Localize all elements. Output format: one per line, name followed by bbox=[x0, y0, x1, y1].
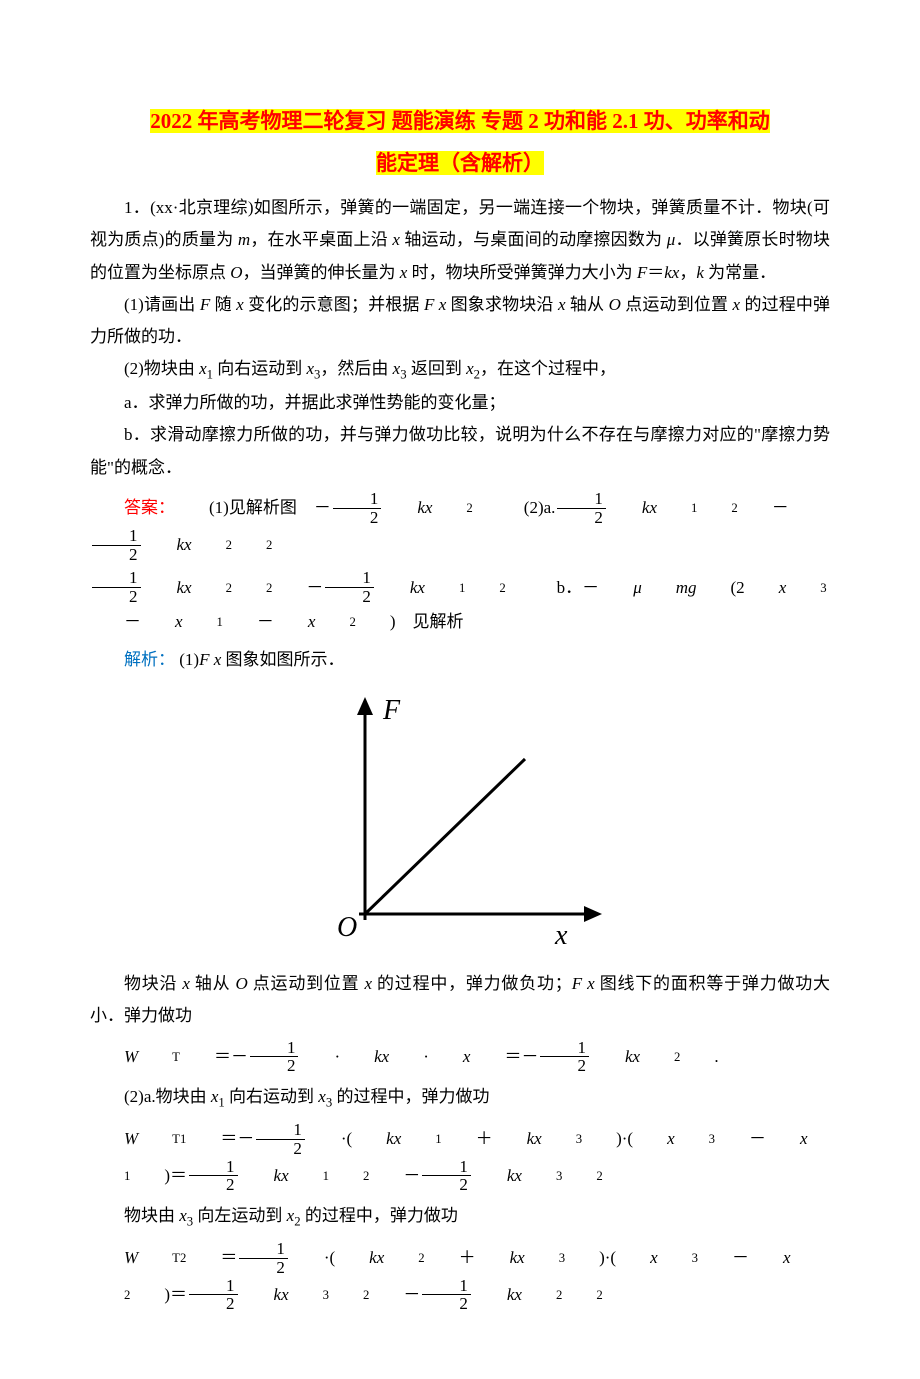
fx-graph: Fx O bbox=[90, 689, 830, 960]
analysis-line: 解析： (1)F­ x 图象如图所示． bbox=[90, 644, 830, 676]
question-2: (2)物块由 x1 向右运动到 x3，然后由 x3 返回到 x2，在这个过程中， bbox=[90, 353, 830, 387]
svg-text:O: O bbox=[337, 912, 357, 943]
answer-line-2: 12 kx22 － 12 kx12 b．－ μmg (2x3 －x1 －x2 )… bbox=[90, 569, 830, 638]
analysis-p7: (2)a.物块由 x1 向右运动到 x3 的过程中，弹力做功 bbox=[90, 1081, 830, 1115]
svg-text:x: x bbox=[554, 920, 568, 949]
equation-1: WT ＝－ 12 ·kx ·x ＝－ 12 kx2 . bbox=[90, 1039, 830, 1076]
fraction-half: 12 bbox=[333, 490, 382, 527]
analysis-p8: 物块由 x3 向左运动到 x2 的过程中，弹力做功 bbox=[90, 1200, 830, 1234]
title-line1: 2022 年高考物理二轮复习 题能演练 专题 2 功和能 2.1 功、功率和动 bbox=[150, 109, 770, 133]
fx-graph-svg: Fx O bbox=[310, 689, 610, 949]
svg-text:F: F bbox=[382, 695, 401, 726]
equation-2: WT1 ＝－ 12 ·(kx1 ＋kx3 )·(x3 －x1 )＝ 12 kx1… bbox=[90, 1121, 830, 1194]
document-title: 2022 年高考物理二轮复习 题能演练 专题 2 功和能 2.1 功、功率和动 … bbox=[90, 100, 830, 184]
answer-line-1: 答案： (1)见解析图 － 12 kx2 (2)a. 12 kx12 － 12 … bbox=[90, 490, 830, 563]
title-line2: 能定理（含解析） bbox=[376, 151, 544, 175]
analysis-p6: 物块沿 x 轴从 O 点运动到位置 x 的过程中，弹力做负功；F­ x 图线下的… bbox=[90, 968, 830, 1033]
analysis-label: 解析： bbox=[124, 650, 175, 669]
question-1: (1)请画出 F 随 x 变化的示意图；并根据 F­ x 图象求物块沿 x 轴从… bbox=[90, 289, 830, 354]
question-2a: a．求弹力所做的功，并据此求弹性势能的变化量； bbox=[90, 387, 830, 419]
problem-statement: 1．(xx·北京理综)如图所示，弹簧的一端固定，另一端连接一个物块，弹簧质量不计… bbox=[90, 192, 830, 289]
question-2b: b．求滑动摩擦力所做的功，并与弹力做功比较，说明为什么不存在与摩擦力对应的"摩擦… bbox=[90, 419, 830, 484]
equation-3: WT2 ＝ 12 ·(kx2 ＋kx3 )·(x3 －x2 )＝ 12 kx32… bbox=[90, 1240, 830, 1313]
answer-label: 答案： bbox=[90, 492, 175, 524]
